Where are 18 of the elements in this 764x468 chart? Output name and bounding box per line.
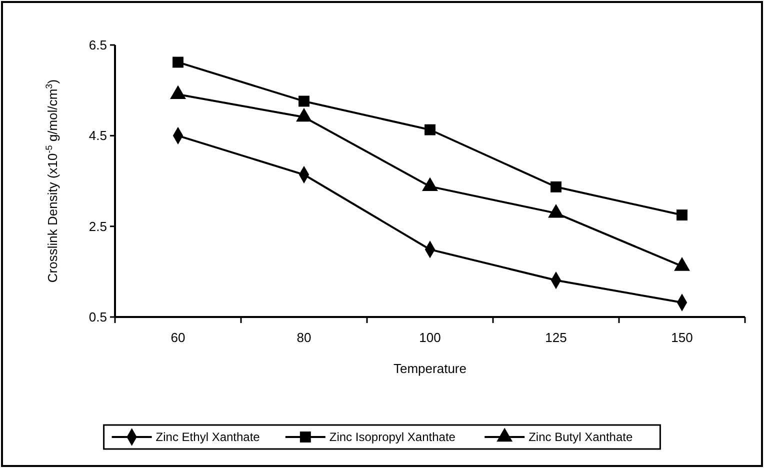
- point: [424, 124, 436, 136]
- point: [676, 210, 688, 220]
- legend-label: Zinc Ethyl Xanthate: [156, 430, 260, 444]
- x-tick-label: 80: [296, 330, 312, 345]
- y-tick-label: 2.5: [88, 218, 107, 234]
- point: [298, 96, 310, 107]
- x-tick-label: 125: [545, 330, 567, 345]
- x-axis-title: Temperature: [394, 361, 466, 376]
- y-tick-label: 0.5: [88, 310, 107, 325]
- point: [172, 56, 184, 68]
- legend-label: Zinc Butyl Xanthate: [528, 430, 633, 444]
- y-tick-label: 6.5: [88, 38, 107, 53]
- point: [550, 181, 562, 192]
- legend-label: Zinc Isopropyl Xanthate: [329, 430, 456, 444]
- y-tick-label: 4.5: [88, 128, 107, 144]
- x-tick-label: 150: [671, 330, 693, 345]
- x-tick-label: 60: [170, 330, 186, 345]
- x-tick-label: 100: [419, 330, 441, 345]
